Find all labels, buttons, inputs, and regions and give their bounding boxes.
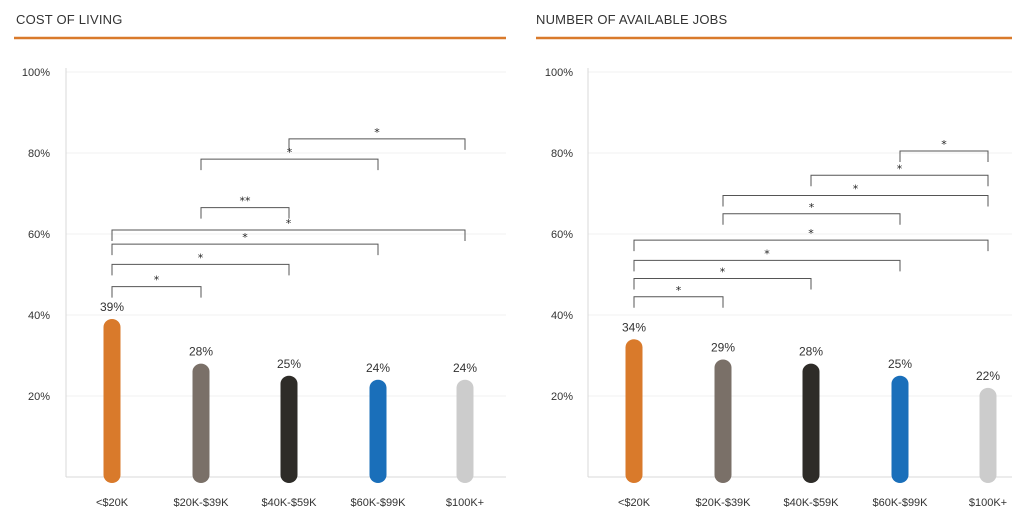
significance-mark: * bbox=[897, 162, 903, 175]
data-label: 24% bbox=[366, 361, 390, 375]
bar-4 bbox=[369, 379, 387, 483]
data-label: 28% bbox=[799, 345, 823, 359]
data-label: 29% bbox=[711, 341, 735, 355]
data-label: 25% bbox=[888, 357, 912, 371]
significance-mark: * bbox=[198, 251, 204, 264]
significance-mark: * bbox=[853, 183, 859, 196]
significance-bracket bbox=[288, 138, 466, 150]
significance-mark: * bbox=[154, 274, 160, 287]
y-tick-label: 100% bbox=[22, 67, 50, 79]
significance-bracket bbox=[633, 296, 724, 308]
significance-bracket bbox=[633, 259, 901, 272]
significance-bracket bbox=[111, 229, 466, 241]
category-label: $60K-$99K bbox=[872, 497, 928, 509]
bar-1 bbox=[625, 339, 643, 483]
y-tick-label: 80% bbox=[551, 148, 573, 160]
bar-5 bbox=[456, 379, 474, 483]
significance-mark: * bbox=[676, 284, 682, 297]
significance-bracket bbox=[899, 150, 989, 162]
bar-2 bbox=[192, 363, 210, 483]
bar-3 bbox=[802, 363, 820, 483]
y-tick-label: 80% bbox=[28, 148, 50, 160]
category-label: <$20K bbox=[96, 497, 129, 509]
significance-bracket bbox=[111, 286, 202, 298]
significance-mark: * bbox=[286, 217, 292, 230]
bar-4 bbox=[891, 375, 909, 483]
data-label: 28% bbox=[189, 345, 213, 359]
significance-bracket bbox=[200, 158, 379, 171]
significance-bracket bbox=[722, 195, 989, 207]
category-label: $20K-$39K bbox=[695, 497, 751, 509]
significance-mark: * bbox=[808, 227, 814, 240]
category-label: $100K+ bbox=[969, 497, 1007, 509]
category-label: $40K-$59K bbox=[783, 497, 839, 509]
chart-panel-1: COST OF LIVING 100% 80% 60% 40% 20% 39% <$20K 28… bbox=[14, 12, 506, 509]
category-label: $20K-$39K bbox=[173, 497, 229, 509]
data-label: 39% bbox=[100, 300, 124, 314]
significance-bracket bbox=[111, 243, 379, 256]
category-label: $100K+ bbox=[446, 497, 484, 509]
significance-bracket bbox=[633, 239, 989, 252]
chart-title: COST OF LIVING bbox=[16, 12, 123, 27]
category-label: <$20K bbox=[618, 497, 651, 509]
significance-bracket bbox=[200, 207, 290, 219]
significance-mark: * bbox=[941, 138, 947, 151]
significance-mark: * bbox=[809, 201, 815, 214]
bar-1 bbox=[103, 319, 121, 483]
data-label: 22% bbox=[976, 369, 1000, 383]
y-tick-label: 20% bbox=[28, 391, 50, 403]
significance-mark: ** bbox=[240, 195, 252, 208]
significance-bracket bbox=[111, 263, 290, 276]
significance-bracket bbox=[633, 278, 812, 290]
category-label: $60K-$99K bbox=[350, 497, 406, 509]
significance-bracket bbox=[722, 213, 901, 225]
significance-mark: * bbox=[374, 126, 380, 139]
bar-2 bbox=[714, 359, 732, 483]
y-tick-label: 40% bbox=[551, 310, 573, 322]
y-tick-label: 20% bbox=[551, 391, 573, 403]
y-tick-label: 40% bbox=[28, 310, 50, 322]
chart-title: NUMBER OF AVAILABLE JOBS bbox=[536, 12, 728, 27]
y-tick-label: 100% bbox=[545, 67, 573, 79]
data-label: 34% bbox=[622, 320, 646, 334]
data-label: 24% bbox=[453, 361, 477, 375]
data-label: 25% bbox=[277, 357, 301, 371]
significance-mark: * bbox=[287, 146, 293, 159]
significance-mark: * bbox=[242, 231, 248, 244]
chart-panel-2: NUMBER OF AVAILABLE JOBS 100% 80% 60% 40% 20%… bbox=[536, 12, 1012, 509]
bar-5 bbox=[979, 387, 997, 483]
bar-3 bbox=[280, 375, 298, 483]
y-tick-label: 60% bbox=[551, 229, 573, 241]
significance-mark: * bbox=[764, 247, 770, 260]
significance-mark: * bbox=[720, 266, 726, 279]
significance-bracket bbox=[810, 174, 989, 187]
y-tick-label: 60% bbox=[28, 229, 50, 241]
category-label: $40K-$59K bbox=[261, 497, 317, 509]
